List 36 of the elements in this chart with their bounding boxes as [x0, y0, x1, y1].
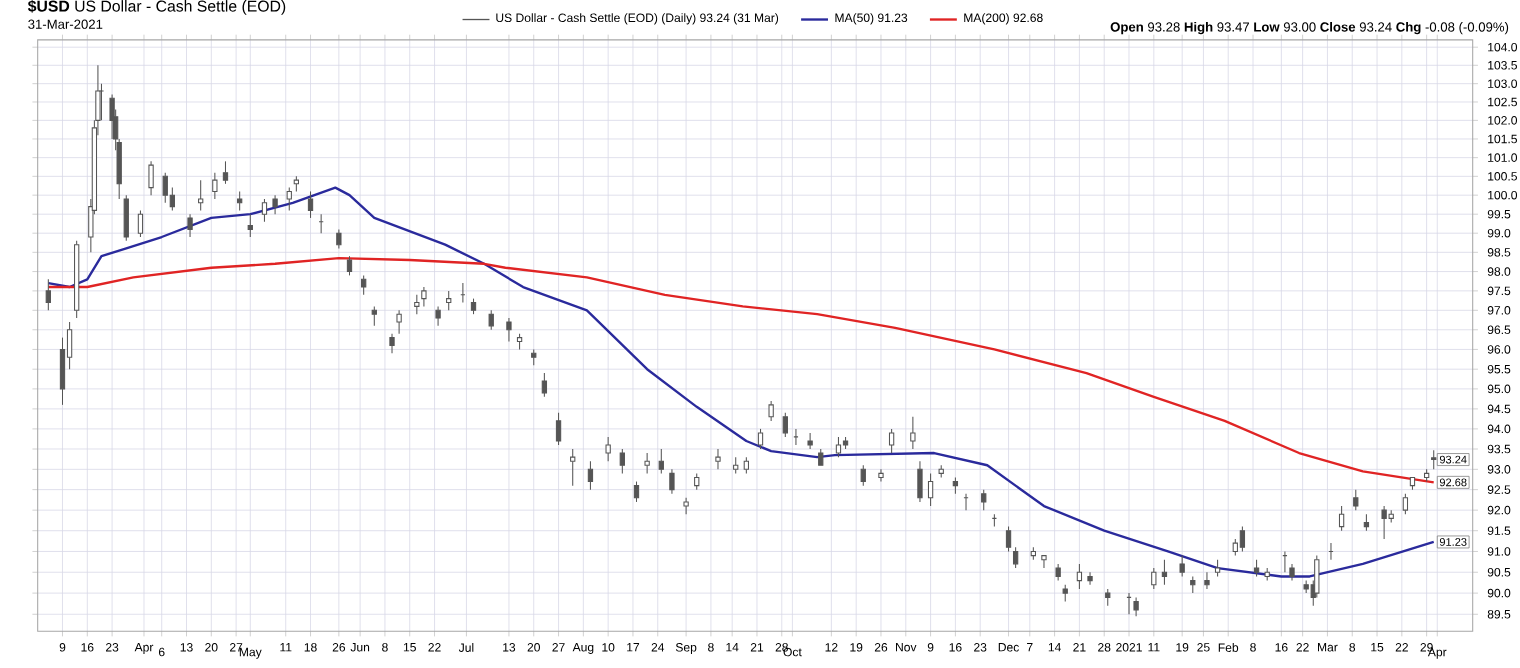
candlestick: [1264, 567, 1270, 582]
candlestick: [1423, 468, 1430, 482]
candlestick: [396, 309, 402, 335]
candlestick: [878, 468, 884, 482]
candlestick: [860, 464, 866, 487]
candlestick: [1289, 563, 1295, 582]
candlestick: [605, 436, 611, 462]
candlestick: [910, 416, 916, 450]
candlestick: [389, 333, 395, 354]
candlestick: [1030, 546, 1036, 561]
candlestick: [272, 194, 278, 215]
candlestick: [212, 172, 218, 200]
candlestick: [1133, 596, 1139, 617]
candlestick: [644, 452, 650, 474]
candlestick: [715, 448, 721, 470]
candlestick: [669, 468, 675, 495]
candlestick: [807, 432, 813, 450]
candlestick: [694, 472, 700, 491]
candlestick: [1151, 567, 1157, 590]
line-series: [47, 186, 1435, 578]
candlestick: [506, 317, 512, 342]
candlestick: [336, 228, 342, 249]
candlestick: [435, 305, 441, 327]
candlestick: [148, 160, 154, 196]
candlestick: [1055, 563, 1061, 582]
candlestick: [1087, 571, 1093, 586]
candlestick: [371, 305, 377, 327]
candlestick: [421, 286, 427, 307]
candlestick: [917, 460, 923, 503]
candlestick: [1381, 505, 1387, 540]
candlestick: [187, 213, 193, 238]
candlestick: [938, 464, 944, 478]
candlestick: [683, 497, 689, 515]
candlestick: [768, 400, 774, 422]
candlestick: [1204, 571, 1210, 590]
line-series: [47, 256, 1435, 484]
